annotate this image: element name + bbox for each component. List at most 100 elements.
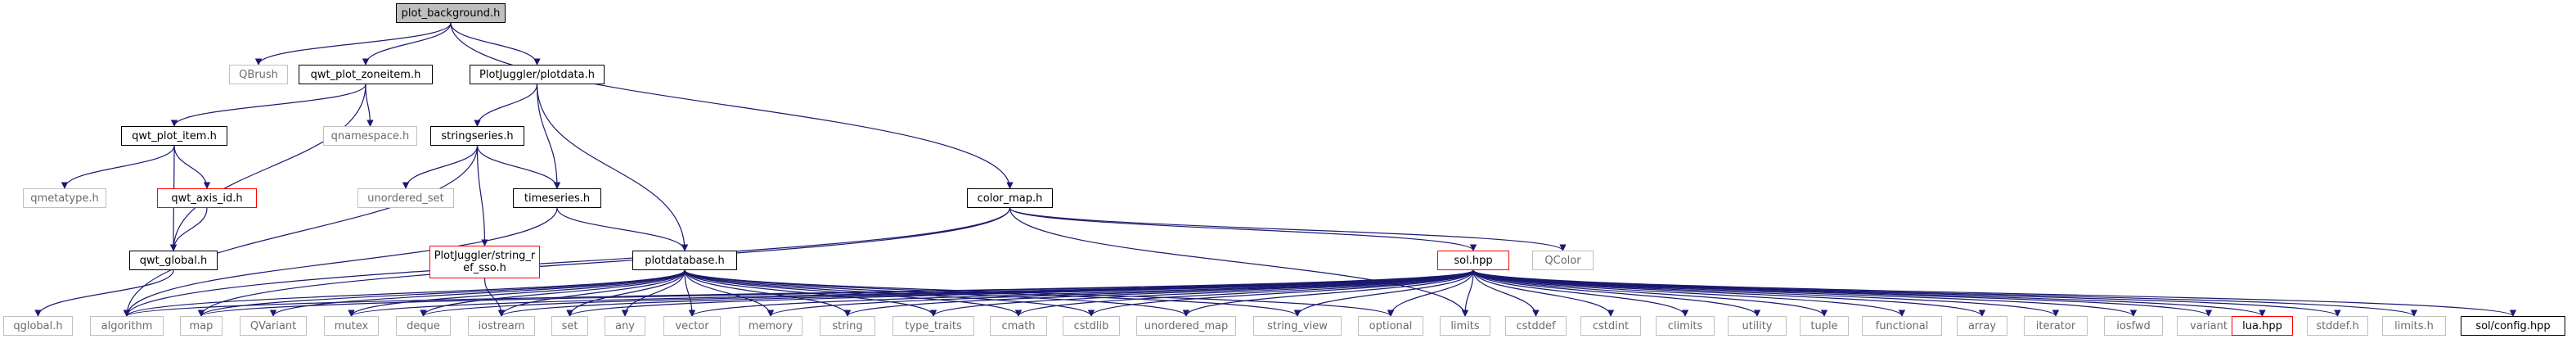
graph-node-label: qwt_plot_item.h [132,129,217,142]
edge-sol-to-unordered-map [1182,269,1474,317]
edge-color-map-to-QColor [1009,207,1567,251]
graph-node-any: any [605,316,645,336]
graph-node-lua[interactable]: lua.hpp [2232,316,2293,336]
graph-node-label: stringseries.h [441,129,514,142]
graph-node-map: map [180,316,223,336]
graph-node-color-map[interactable]: color_map.h [967,188,1053,208]
graph-node-label: array [1967,319,1997,332]
graph-node-qwt-plot-item[interactable]: qwt_plot_item.h [121,126,227,146]
graph-node-label: tuple [1810,319,1838,332]
graph-node-plotdata[interactable]: PlotJuggler/plotdata.h [470,65,605,84]
graph-node-plot-background[interactable]: plot_background.h [396,3,506,23]
graph-node-label: cstdlib [1073,319,1109,332]
graph-node-limits-h: limits.h [2382,316,2446,336]
edge-plotdatabase-to-deque [420,269,686,317]
edge-plotdatabase-to-any [621,269,686,317]
graph-node-label: PlotJuggler/plotdata.h [479,68,595,81]
graph-node-label: iterator [2035,319,2076,332]
graph-node-memory: memory [739,316,802,336]
edge-sol-to-type-traits [929,269,1474,317]
graph-node-sol[interactable]: sol.hpp [1437,251,1509,270]
edge-plotdatabase-to-QVariant [269,269,686,317]
graph-node-label: limits.h [2394,319,2434,332]
edge-plotdatabase-to-algorithm [123,269,686,317]
graph-node-QColor: QColor [1532,251,1594,270]
edge-sol-to-utility [1472,269,1761,317]
graph-node-qglobal: qglobal.h [3,316,73,336]
edge-plotdata-to-stringseries [474,84,538,127]
edge-sol-to-lua [1472,269,2266,317]
edge-plot-background-to-QBrush [254,22,452,66]
edge-sol-to-algorithm [124,269,1474,317]
graph-node-array: array [1957,316,2007,336]
edge-sol-to-map [198,269,1474,317]
graph-node-QBrush: QBrush [229,65,288,84]
graph-node-label: qwt_axis_id.h [171,192,243,205]
graph-node-sol-config[interactable]: sol/config.hpp [2461,316,2565,336]
graph-node-label: vector [675,319,709,332]
graph-node-label: QVariant [250,319,297,332]
graph-node-qwt-axis-id[interactable]: qwt_axis_id.h [157,188,257,208]
edge-plotdatabase-to-mutex [348,269,686,317]
graph-node-label: iostream [478,319,525,332]
graph-node-label: qglobal.h [13,319,63,332]
edge-sol-to-sol-config [1472,269,2516,317]
graph-node-label: mutex [334,319,369,332]
graph-node-label: optional [1369,319,1413,332]
edge-stringseries-to-timeseries [476,145,561,189]
graph-node-plotdatabase[interactable]: plotdatabase.h [632,251,737,270]
graph-node-label: lua.hpp [2242,319,2282,332]
edge-sol-to-iterator [1472,269,2060,317]
edge-sol-to-cstddef [1472,269,1540,317]
graph-node-label: string [832,319,863,332]
graph-node-deque: deque [396,316,451,336]
edge-qwt-axis-id-to-qwt-global [169,207,208,251]
graph-node-stddef: stddef.h [2307,316,2368,336]
edge-plotdatabase-to-cstdlib [684,269,1095,317]
graph-node-label: color_map.h [977,192,1043,205]
graph-node-label: stddef.h [2316,319,2359,332]
graph-node-cstdint: cstdint [1580,316,1641,336]
graph-node-stringseries[interactable]: stringseries.h [430,126,524,146]
graph-node-label: map [189,319,214,332]
graph-node-string-ref-sso[interactable]: PlotJuggler/string_ref_sso.h [429,246,540,278]
graph-node-vector: vector [663,316,721,336]
graph-node-qwt-plot-zoneitem[interactable]: qwt_plot_zoneitem.h [299,65,433,84]
graph-node-limits: limits [1440,316,1490,336]
graph-node-qwt-global[interactable]: qwt_global.h [129,251,218,270]
graph-node-type-traits: type_traits [892,316,974,336]
graph-node-label: climits [1667,319,1703,332]
graph-node-label: qwt_plot_zoneitem.h [310,68,421,81]
edge-plotdatabase-to-string [684,269,852,317]
edge-timeseries-to-algorithm [123,207,558,317]
graph-node-mutex: mutex [324,316,379,336]
graph-node-label: unordered_map [1144,319,1229,332]
edge-stringseries-to-unordered-set [402,145,479,189]
edge-color-map-to-map [197,207,1011,317]
graph-node-utility: utility [1728,316,1787,336]
graph-node-timeseries[interactable]: timeseries.h [513,188,601,208]
graph-node-label: set [561,319,578,332]
edge-sol-to-set [566,269,1474,317]
graph-node-label: variant [2190,319,2228,332]
graph-node-label: cstddef [1516,319,1556,332]
edge-sol-to-string-view [1293,269,1474,317]
edge-sol-to-limits-h [1472,269,2417,317]
graph-node-QVariant: QVariant [240,316,307,336]
edge-sol-to-memory [767,269,1474,317]
edge-plotdata-to-plotdatabase [536,84,689,251]
edge-stringseries-to-algorithm [123,145,479,317]
edge-color-map-to-limits [1009,207,1469,317]
graph-node-cstdlib: cstdlib [1063,316,1120,336]
graph-node-label: functional [1875,319,1929,332]
edge-sol-to-optional [1387,269,1474,317]
edge-plotdatabase-to-set [566,269,686,317]
graph-node-unordered-set: unordered_set [357,188,454,208]
edge-plot-background-to-plotdata [450,22,541,66]
graph-node-iostream: iostream [468,316,535,336]
edge-plotdatabase-to-memory [684,269,775,317]
graph-node-label: utility [1742,319,1773,332]
edge-sol-to-string [844,269,1474,317]
edge-plot-background-to-color-map [450,22,1014,189]
